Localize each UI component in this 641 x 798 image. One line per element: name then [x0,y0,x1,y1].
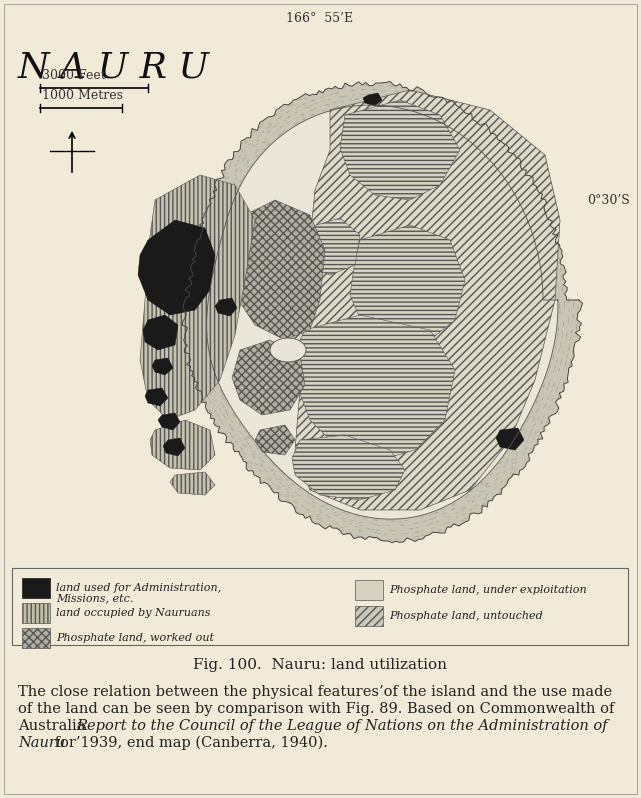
Polygon shape [255,425,295,455]
Bar [355,606,383,626]
PathPatch shape [183,81,583,543]
Polygon shape [295,218,360,275]
Polygon shape [152,358,173,375]
Polygon shape [158,413,180,430]
Polygon shape [170,472,215,495]
Polygon shape [163,438,185,456]
Polygon shape [183,81,583,543]
Polygon shape [290,90,560,510]
Text: Australia: Australia [18,719,90,733]
Text: land occupied by Nauruans: land occupied by Nauruans [56,608,210,618]
Polygon shape [232,340,305,415]
Text: Phosphate land, under exploitation: Phosphate land, under exploitation [389,585,587,595]
Polygon shape [138,220,215,315]
Text: 3000 Feet: 3000 Feet [42,69,106,82]
Bar [22,578,50,598]
Text: Missions, etc.: Missions, etc. [56,593,133,603]
Text: land used for Administration,: land used for Administration, [56,583,221,593]
Bar [12,568,628,645]
Polygon shape [340,100,460,200]
Text: Phosphate land, worked out: Phosphate land, worked out [56,633,214,643]
Text: Fig. 100.  Nauru: land utilization: Fig. 100. Nauru: land utilization [193,658,447,672]
Bar [355,580,383,600]
Polygon shape [225,200,325,340]
Text: The close relation between the physical features’of the island and the use made: The close relation between the physical … [18,685,612,699]
Bar [22,628,50,648]
Text: Nauru: Nauru [18,736,65,750]
Text: Report to the Council of the League of Nations on the Administration of: Report to the Council of the League of N… [76,719,608,733]
Text: for’1939, end map (Canberra, 1940).: for’1939, end map (Canberra, 1940). [50,736,328,750]
Polygon shape [140,175,255,420]
Text: of the land can be seen by comparison with Fig. 89. Based on Commonwealth of: of the land can be seen by comparison wi… [18,702,614,716]
Polygon shape [270,338,306,362]
Polygon shape [150,420,215,470]
Text: 1000 Metres: 1000 Metres [42,89,123,102]
Polygon shape [206,105,558,519]
Text: 0°30’S: 0°30’S [587,193,630,207]
Polygon shape [143,315,178,350]
Polygon shape [295,315,455,460]
Text: 166°  55’E: 166° 55’E [287,12,354,25]
Bar [22,603,50,623]
Text: N A U R U: N A U R U [18,50,210,84]
Polygon shape [350,225,465,345]
Text: Phosphate land, untouched: Phosphate land, untouched [389,611,543,621]
Polygon shape [215,298,237,316]
Polygon shape [496,428,524,450]
Polygon shape [292,435,405,500]
Polygon shape [145,388,168,406]
Polygon shape [363,93,382,106]
